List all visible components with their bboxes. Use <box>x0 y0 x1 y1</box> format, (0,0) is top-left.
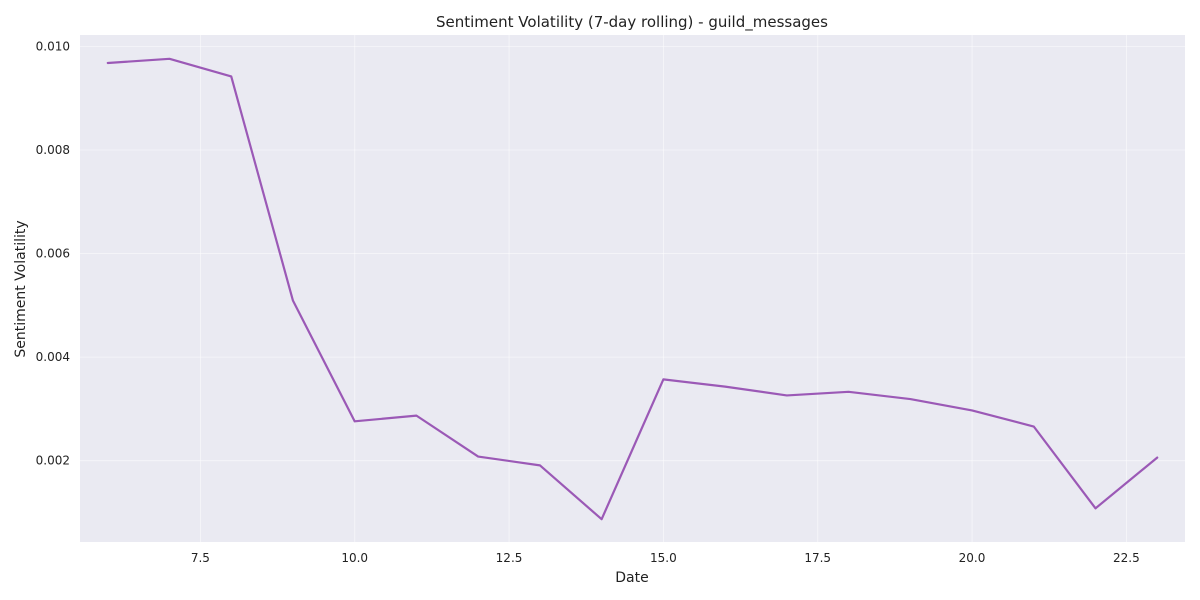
y-axis-ticks: 0.002 0.004 0.006 0.008 0.010 <box>36 39 70 467</box>
series-line <box>106 57 1159 521</box>
x-tick-label: 7.5 <box>191 551 210 565</box>
x-tick-label: 17.5 <box>804 551 831 565</box>
x-tick-label: 15.0 <box>650 551 677 565</box>
x-tick-label: 10.0 <box>341 551 368 565</box>
x-tick-label: 12.5 <box>496 551 523 565</box>
x-axis-ticks: 7.5 10.0 12.5 15.0 17.5 20.0 22.5 <box>191 551 1140 565</box>
y-tick-label: 0.002 <box>36 454 70 468</box>
y-tick-label: 0.004 <box>36 350 70 364</box>
x-tick-label: 20.0 <box>959 551 986 565</box>
y-axis-label: Sentiment Volatility <box>13 220 29 357</box>
y-tick-label: 0.006 <box>36 247 70 261</box>
y-tick-label: 0.010 <box>36 39 70 53</box>
x-tick-label: 22.5 <box>1113 551 1140 565</box>
y-tick-label: 0.008 <box>36 143 70 157</box>
series-layer <box>106 57 1159 521</box>
chart-title: Sentiment Volatility (7-day rolling) - g… <box>436 13 828 32</box>
x-axis-label: Date <box>615 570 648 586</box>
plot-area <box>80 35 1185 542</box>
grid <box>80 35 1185 542</box>
